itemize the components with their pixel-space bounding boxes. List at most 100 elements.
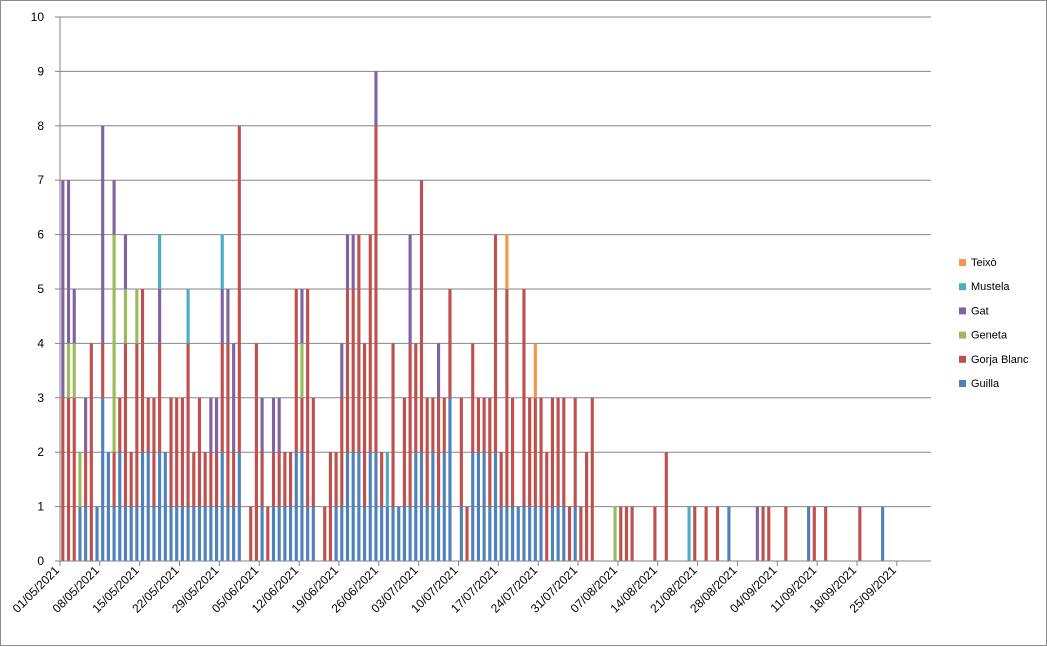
bar-segment-gorja-blanc xyxy=(414,343,418,453)
bar-segment-gorja-blanc xyxy=(442,397,446,453)
bar-segment-gorja-blanc xyxy=(448,289,452,398)
bar-segment-guilla xyxy=(727,506,731,561)
bar-segment-guilla xyxy=(562,506,566,561)
bar-segment-gorja-blanc xyxy=(209,452,213,507)
bar-segment-guilla xyxy=(402,506,406,561)
bar-segment-guilla xyxy=(362,506,367,561)
bar-segment-guilla xyxy=(368,452,372,561)
bar-segment-gorja-blanc xyxy=(249,506,253,561)
bar-segment-gorja-blanc xyxy=(203,452,207,507)
legend-label: Mustela xyxy=(971,281,1010,293)
bar-segment-gorja-blanc xyxy=(254,343,258,561)
bar-segment-gorja-blanc xyxy=(140,289,145,453)
bar-segment-gorja-blanc xyxy=(294,289,298,453)
bar-segment-gorja-blanc xyxy=(476,397,480,453)
bar-segment-guilla xyxy=(385,506,389,561)
bar-segment-gorja-blanc xyxy=(402,397,406,507)
bar-segment-guilla xyxy=(95,506,99,561)
bar-segment-guilla xyxy=(163,452,167,561)
bar-segment-geneta xyxy=(112,234,116,453)
bar-segment-teix- xyxy=(505,234,509,289)
legend-item: Geneta xyxy=(959,330,1008,342)
bar-segment-guilla xyxy=(220,452,224,561)
bar-segment-gorja-blanc xyxy=(812,506,816,561)
bar-segment-gorja-blanc xyxy=(351,289,355,453)
bar-segment-gorja-blanc xyxy=(175,397,179,507)
bar-segment-gat xyxy=(209,397,213,453)
legend-swatch xyxy=(959,259,966,266)
bar-segment-guilla xyxy=(152,506,156,561)
bar-segment-guilla xyxy=(288,506,293,561)
bar-segment-guilla xyxy=(539,506,543,561)
y-tick-label: 6 xyxy=(37,228,44,242)
bar-segment-gorja-blanc xyxy=(459,397,463,507)
bar-segment-gorja-blanc xyxy=(579,506,583,561)
bar-segment-guilla xyxy=(505,506,509,561)
bar-segment-guilla xyxy=(340,506,344,561)
bar-segment-guilla xyxy=(351,452,355,561)
bar-segment-gorja-blanc xyxy=(283,452,287,507)
bar-segment-gorja-blanc xyxy=(419,180,424,453)
bar-segment-gorja-blanc xyxy=(624,506,629,561)
legend-item: Gorja Blanc xyxy=(959,354,1029,366)
bar-segment-mustela xyxy=(220,234,224,289)
bar-segment-gorja-blanc xyxy=(380,452,384,507)
bar-segment-guilla xyxy=(419,452,424,561)
legend-swatch xyxy=(959,380,966,387)
bar-segment-guilla xyxy=(197,506,202,561)
bar-segment-gorja-blanc xyxy=(362,343,367,507)
bar-segment-guilla xyxy=(408,506,412,561)
bar-segment-guilla xyxy=(357,452,361,561)
bar-segment-gorja-blanc xyxy=(123,343,128,507)
bar-segment-gorja-blanc xyxy=(562,397,566,507)
legend-swatch xyxy=(959,307,966,315)
y-tick-label: 2 xyxy=(37,445,44,459)
bar-segment-gorja-blanc xyxy=(277,452,281,507)
bar-segment-guilla xyxy=(300,452,304,561)
bar-segment-guilla xyxy=(112,506,116,561)
bar-segment-mustela xyxy=(158,234,162,289)
bar-segment-gorja-blanc xyxy=(408,343,412,507)
bar-segment-guilla xyxy=(488,506,492,561)
bar-segment-gorja-blanc xyxy=(528,397,532,507)
bar-segment-guilla xyxy=(522,506,526,561)
bar-segment-gorja-blanc xyxy=(84,452,88,507)
bars xyxy=(61,71,885,561)
bar-segment-gorja-blanc xyxy=(306,289,310,507)
bar-segment-guilla xyxy=(550,506,554,561)
bar-segment-gorja-blanc xyxy=(66,397,71,561)
y-tick-label: 0 xyxy=(37,554,44,568)
bar-segment-guilla xyxy=(260,506,264,561)
bar-segment-gat xyxy=(300,289,304,344)
bar-segment-gorja-blanc xyxy=(585,452,589,561)
bar-segment-gorja-blanc xyxy=(425,397,429,507)
bar-segment-geneta xyxy=(72,343,76,398)
bar-segment-guilla xyxy=(476,452,480,561)
legend-label: Guilla xyxy=(971,378,1000,390)
bar-segment-guilla xyxy=(232,506,236,561)
bar-segment-gat xyxy=(84,397,88,453)
bar-segment-gorja-blanc xyxy=(784,506,788,561)
bar-segment-gorja-blanc xyxy=(704,506,708,561)
bar-segment-guilla xyxy=(397,506,401,561)
bar-segment-gorja-blanc xyxy=(488,397,492,507)
bar-segment-gorja-blanc xyxy=(334,452,338,507)
bar-segment-gorja-blanc xyxy=(533,397,537,507)
bar-segment-guilla xyxy=(533,506,537,561)
bar-segment-geneta xyxy=(300,343,304,398)
bar-segment-guilla xyxy=(277,506,281,561)
bar-segment-gat xyxy=(271,397,276,453)
y-tick-label: 8 xyxy=(37,119,44,133)
bar-segment-gorja-blanc xyxy=(266,506,270,561)
legend-swatch xyxy=(959,331,966,339)
bar-segment-gorja-blanc xyxy=(158,343,162,453)
bar-segment-gat xyxy=(277,397,281,453)
bar-segment-gorja-blanc xyxy=(345,289,350,453)
bar-segment-gorja-blanc xyxy=(653,506,657,561)
bar-segment-gorja-blanc xyxy=(391,343,395,507)
bar-segment-gorja-blanc xyxy=(260,452,264,507)
bar-segment-guilla xyxy=(311,506,315,561)
legend-label: Geneta xyxy=(971,330,1008,342)
bar-segment-gat xyxy=(101,125,105,344)
